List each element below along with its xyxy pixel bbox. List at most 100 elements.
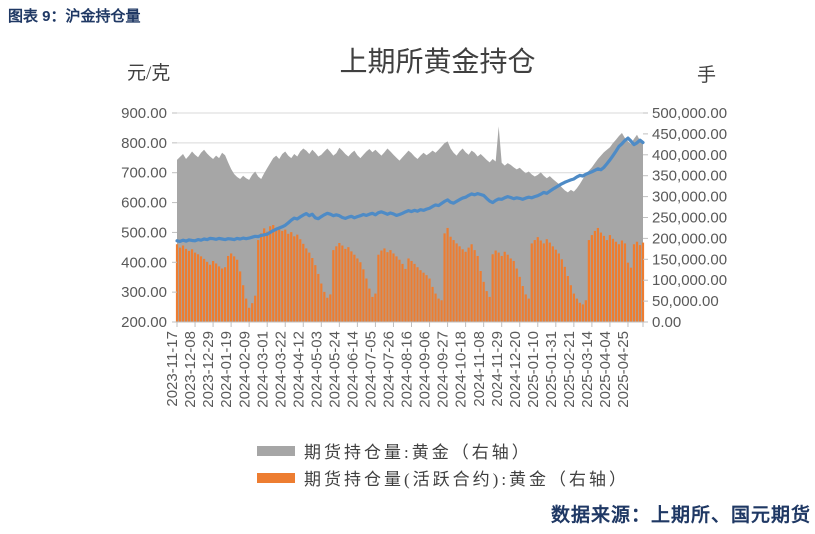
active-oi-bar: [404, 268, 407, 322]
active-oi-bar: [293, 236, 296, 322]
active-oi-bar: [314, 265, 317, 322]
left-axis-tick-label: 700.00: [121, 165, 167, 182]
active-oi-bar: [389, 250, 392, 322]
active-oi-bar: [443, 233, 446, 322]
active-oi-bar: [239, 271, 242, 322]
active-oi-bar: [302, 243, 305, 322]
active-oi-bar: [296, 234, 299, 322]
left-axis-tick-label: 400.00: [121, 254, 167, 271]
active-oi-bar: [332, 250, 335, 322]
right-axis-tick-label: 200,000.00: [652, 230, 727, 247]
active-oi-bar: [533, 240, 536, 322]
active-oi-bar: [254, 295, 257, 322]
active-oi-bar: [175, 244, 179, 322]
active-oi-bar: [407, 258, 410, 322]
x-axis-tick-label: 2024-09-27: [435, 331, 452, 408]
active-oi-bar: [383, 248, 386, 322]
active-oi-bar: [503, 251, 506, 322]
right-axis-tick-label: 350,000.00: [652, 168, 727, 185]
active-oi-bar: [278, 226, 281, 322]
active-oi-bar: [548, 242, 551, 322]
x-axis-tick-label: 2024-07-05: [362, 331, 379, 408]
active-oi-bar: [230, 253, 233, 322]
active-oi-bar: [290, 232, 293, 322]
price-line: [175, 136, 645, 243]
active-oi-bar: [260, 233, 263, 322]
active-oi-bar: [329, 294, 332, 322]
active-oi-bar: [497, 252, 500, 322]
active-oi-bar: [359, 262, 362, 322]
left-axis-tick-label: 200.00: [121, 314, 167, 331]
x-axis-tick-label: 2024-01-19: [218, 331, 235, 408]
right-axis-tick-label: 250,000.00: [652, 210, 727, 227]
active-oi-bar: [557, 253, 560, 322]
x-axis-tick-label: 2024-06-14: [344, 331, 361, 408]
active-oi-bar: [217, 266, 221, 322]
active-oi-bar: [494, 250, 497, 322]
active-oi-bar: [596, 227, 599, 322]
active-oi-bar: [563, 266, 566, 322]
active-oi-bar: [605, 240, 609, 322]
x-axis-tick-label: 2024-11-29: [489, 331, 506, 407]
active-oi-bar: [257, 240, 260, 322]
left-axis-tick-label: 300.00: [121, 284, 167, 301]
data-source-note: 数据来源：上期所、国元期货: [550, 505, 811, 526]
active-oi-bar: [593, 230, 596, 322]
x-axis-tick-label: 2024-03-01: [254, 331, 271, 408]
active-oi-bar: [491, 254, 494, 322]
active-oi-bar: [482, 281, 485, 322]
active-oi-bar: [620, 240, 624, 322]
active-oi-bar: [611, 238, 615, 322]
active-oi-bar: [205, 261, 209, 322]
active-oi-bar: [202, 258, 206, 322]
left-axis-unit: 元/克: [127, 63, 171, 84]
active-oi-bar: [479, 271, 482, 322]
active-oi-bar: [449, 236, 452, 322]
active-oi-bar: [401, 263, 404, 322]
active-oi-bar: [602, 235, 606, 322]
x-axis-tick-label: 2025-02-21: [561, 331, 578, 408]
active-oi-bar: [425, 275, 428, 322]
right-axis-tick-label: 0.00: [652, 314, 681, 331]
active-oi-bar: [635, 241, 639, 322]
active-oi-bar: [317, 273, 320, 322]
x-axis-tick-label: 2024-05-03: [308, 331, 325, 408]
active-oi-bar: [416, 267, 419, 322]
active-oi-bar: [269, 226, 272, 322]
left-axis-tick-label: 800.00: [121, 135, 167, 152]
active-oi-bar: [356, 258, 359, 322]
active-oi-bar: [413, 263, 416, 322]
left-axis-tick-label: 900.00: [121, 105, 167, 122]
active-oi-bar: [178, 247, 182, 322]
active-oi-bar: [233, 256, 236, 322]
active-oi-bar: [452, 240, 455, 322]
right-axis-tick-label: 150,000.00: [652, 251, 727, 268]
active-oi-bar: [347, 247, 350, 322]
x-axis-tick-label: 2024-05-24: [326, 331, 343, 408]
active-oi-bar: [524, 294, 527, 322]
active-oi-bar: [275, 228, 278, 322]
active-oi-bar: [374, 293, 377, 322]
x-axis-tick-label: 2023-12-08: [182, 331, 199, 408]
active-oi-bar: [431, 286, 434, 322]
active-oi-bar: [224, 267, 227, 322]
active-oi-bar: [527, 298, 530, 322]
active-oi-bar: [326, 297, 329, 322]
active-oi-bar: [578, 302, 581, 322]
active-oi-bar: [242, 285, 245, 322]
right-axis-tick-label: 400,000.00: [652, 147, 727, 164]
active-oi-bar: [193, 252, 197, 322]
active-oi-bar: [530, 243, 533, 322]
active-oi-bar: [542, 243, 545, 322]
active-oi-bar: [584, 300, 587, 322]
active-oi-bar: [641, 242, 645, 322]
active-oi-bar: [614, 241, 618, 322]
active-oi-bar: [208, 264, 212, 322]
active-oi-bar: [353, 254, 356, 322]
x-axis-tick-label: 2023-12-29: [200, 331, 217, 408]
active-oi-bar: [341, 245, 344, 322]
active-oi-bar: [281, 230, 284, 322]
active-oi-bar: [308, 252, 311, 322]
active-oi-bar: [515, 268, 518, 322]
